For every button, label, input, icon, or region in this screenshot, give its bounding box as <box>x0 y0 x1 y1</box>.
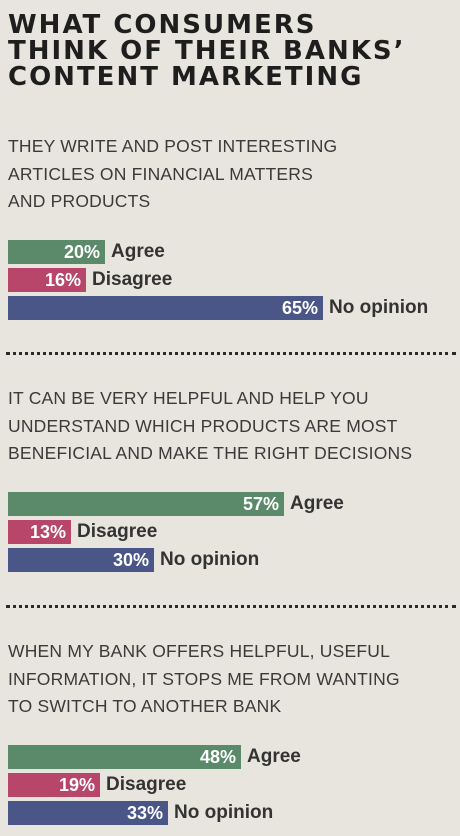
bar-category-label: Agree <box>290 493 344 514</box>
bar-row-no-opinion: 30% No opinion <box>8 548 259 572</box>
question-line: AND PRODUCTS <box>8 191 151 211</box>
section-divider <box>6 605 456 608</box>
bar-row-agree: 20% Agree <box>8 240 165 264</box>
bar-disagree: 19% <box>8 773 100 797</box>
bar-row-disagree: 16% Disagree <box>8 268 172 292</box>
bar-category-label: No opinion <box>160 549 260 570</box>
bar-no-opinion: 30% <box>8 548 154 572</box>
title-line: WHAT CONSUMERS <box>8 10 317 40</box>
bar-agree: 20% <box>8 240 105 264</box>
bar-disagree: 16% <box>8 268 86 292</box>
bar-no-opinion: 65% <box>8 296 323 320</box>
question-line: TO SWITCH TO ANOTHER BANK <box>8 696 282 716</box>
bar-category-label: Disagree <box>77 521 158 542</box>
bar-value-label: 19% <box>58 775 95 795</box>
bar-agree: 57% <box>8 492 284 516</box>
question-line: WHEN MY BANK OFFERS HELPFUL, USEFUL <box>8 641 391 661</box>
bar-row-no-opinion: 33% No opinion <box>8 801 273 825</box>
bar-value-label: 13% <box>29 522 66 542</box>
bar-value-label: 30% <box>112 550 149 570</box>
bar-row-agree: 57% Agree <box>8 492 344 516</box>
section-divider <box>6 352 456 355</box>
question-line: BENEFICIAL AND MAKE THE RIGHT DECISIONS <box>8 443 413 463</box>
bar-category-label: No opinion <box>174 802 274 823</box>
page-title: WHAT CONSUMERS THINK OF THEIR BANKS’ CON… <box>8 12 406 90</box>
bar-row-no-opinion: 65% No opinion <box>8 296 428 320</box>
question-line: THEY WRITE AND POST INTERESTING <box>8 136 338 156</box>
bar-category-label: Disagree <box>92 269 173 290</box>
title-line: THINK OF THEIR BANKS’ <box>8 36 406 66</box>
bar-category-label: Agree <box>111 241 165 262</box>
bar-value-label: 65% <box>281 298 318 318</box>
bar-category-label: Agree <box>247 746 301 767</box>
bar-category-label: Disagree <box>106 774 187 795</box>
question-text: IT CAN BE VERY HELPFUL AND HELP YOU UNDER… <box>8 385 448 468</box>
bar-row-disagree: 13% Disagree <box>8 520 157 544</box>
bar-value-label: 33% <box>126 803 163 823</box>
question-line: INFORMATION, IT STOPS ME FROM WANTING <box>8 668 400 689</box>
bar-no-opinion: 33% <box>8 801 168 825</box>
question-line: UNDERSTAND WHICH PRODUCTS ARE MOST <box>8 415 398 436</box>
title-line: CONTENT MARKETING <box>8 62 364 92</box>
bar-value-label: 16% <box>44 270 81 290</box>
question-text: THEY WRITE AND POST INTERESTING ARTICLES … <box>8 133 448 216</box>
bar-agree: 48% <box>8 745 241 769</box>
bar-disagree: 13% <box>8 520 71 544</box>
bar-value-label: 48% <box>199 747 236 767</box>
bar-category-label: No opinion <box>329 297 429 318</box>
bar-row-disagree: 19% Disagree <box>8 773 186 797</box>
question-text: WHEN MY BANK OFFERS HELPFUL, USEFUL INFOR… <box>8 638 448 721</box>
bar-value-label: 57% <box>242 494 279 514</box>
bar-row-agree: 48% Agree <box>8 745 301 769</box>
bar-value-label: 20% <box>63 242 100 262</box>
question-line: ARTICLES ON FINANCIAL MATTERS <box>8 163 313 184</box>
question-line: IT CAN BE VERY HELPFUL AND HELP YOU <box>8 388 369 408</box>
